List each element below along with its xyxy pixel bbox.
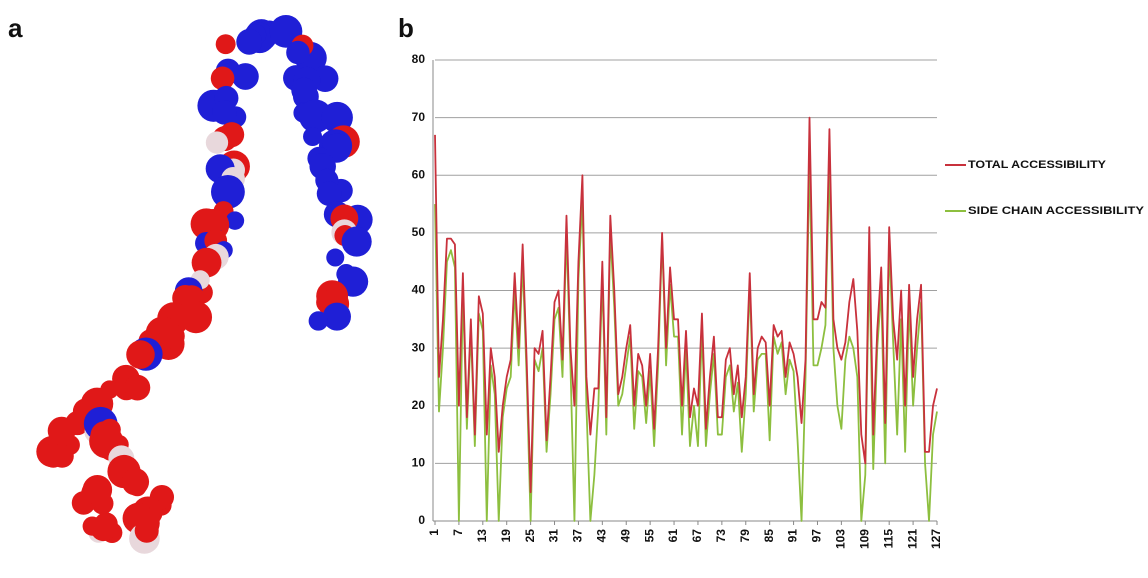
surface-blob <box>326 248 345 267</box>
protein-surface <box>36 15 373 554</box>
surface-blob <box>316 181 342 206</box>
surface-blob <box>90 515 117 542</box>
y-tick-label: 80 <box>412 52 426 66</box>
surface-blob <box>124 374 151 401</box>
surface-blob <box>232 63 259 90</box>
chart: 0 10 20 30 40 50 60 70 80 1 7 13 19 25 31 37 43 49 55 61 67 7… <box>412 52 1145 549</box>
surface-blob <box>210 174 245 209</box>
y-tick-label: 50 <box>412 225 426 239</box>
surface-blob <box>215 34 236 55</box>
surface-blob <box>134 518 159 543</box>
surface-blob <box>191 247 222 278</box>
panel-label: b <box>398 13 414 43</box>
surface-blob <box>225 211 245 230</box>
y-tick-label: 20 <box>412 398 426 412</box>
legend-label: SIDE CHAIN ACCESSIBILITY <box>968 205 1145 217</box>
surface-blob <box>291 77 317 103</box>
legend-label: TOTAL ACCESSIBILITY <box>968 159 1107 171</box>
x-tick-label: 1 <box>427 529 441 536</box>
surface-blob <box>322 302 351 331</box>
surface-blob <box>212 100 237 125</box>
surface-blob <box>286 40 310 65</box>
y-tick-label: 10 <box>412 456 426 470</box>
x-tick-label: 85 <box>762 529 776 543</box>
x-tick-label: 91 <box>786 529 800 543</box>
x-tick-label: 19 <box>499 529 513 543</box>
y-tick-label: 40 <box>412 283 426 297</box>
x-tick-label: 13 <box>475 529 489 543</box>
x-tick-label: 25 <box>523 529 537 543</box>
x-tick-label: 61 <box>666 529 680 543</box>
x-tick-label: 67 <box>690 529 704 543</box>
series-line <box>434 116 938 494</box>
surface-blob <box>205 131 229 154</box>
x-tick-label: 79 <box>738 529 752 543</box>
y-tick-label: 70 <box>412 110 426 124</box>
y-tick-label: 60 <box>412 167 426 181</box>
surface-blob <box>210 66 235 91</box>
x-tick-label: 37 <box>571 529 585 543</box>
panel-label: a <box>8 13 23 43</box>
x-tick-label: 121 <box>905 529 919 549</box>
y-tick-label: 0 <box>418 513 425 527</box>
x-tick-label: 127 <box>929 529 943 549</box>
x-tick-label: 7 <box>451 529 465 536</box>
surface-blob <box>41 443 66 468</box>
surface-blob <box>308 311 329 331</box>
x-tick-label: 97 <box>810 529 824 543</box>
x-tick-label: 55 <box>642 529 656 543</box>
surface-blob <box>126 340 155 369</box>
x-tick-label: 109 <box>857 529 871 549</box>
x-tick-label: 31 <box>547 529 561 543</box>
x-tick-label: 103 <box>834 529 848 549</box>
surface-blob <box>321 101 353 134</box>
surface-blob <box>341 226 372 257</box>
surface-blob <box>236 28 263 55</box>
surface-blob <box>303 127 323 147</box>
x-tick-label: 43 <box>595 529 609 543</box>
y-tick-label: 30 <box>412 340 426 354</box>
x-tick-label: 49 <box>618 529 632 543</box>
x-tick-label: 73 <box>714 529 728 543</box>
surface-blob <box>121 468 150 496</box>
x-tick-label: 115 <box>881 529 895 549</box>
surface-blob <box>82 475 113 505</box>
